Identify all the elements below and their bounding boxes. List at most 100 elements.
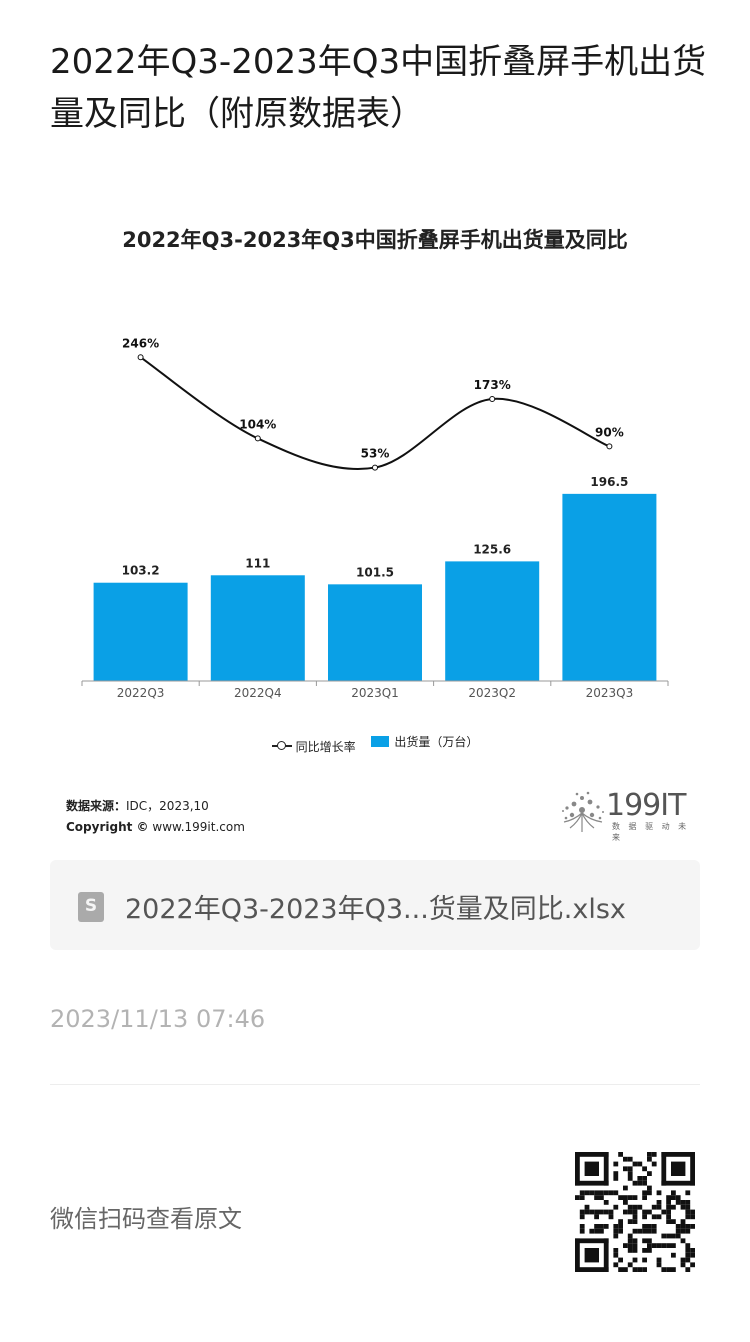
qr-module — [637, 1161, 643, 1167]
qr-module — [642, 1180, 647, 1186]
qr-module — [647, 1224, 652, 1229]
qr-module — [599, 1190, 604, 1196]
qr-module — [579, 1190, 585, 1196]
qr-module — [599, 1224, 604, 1229]
qr-module — [584, 1190, 590, 1196]
qr-module — [675, 1228, 681, 1234]
qr-module — [627, 1248, 633, 1253]
qr-module — [637, 1176, 643, 1181]
qr-module — [632, 1219, 638, 1224]
qr-module — [623, 1185, 628, 1191]
attachment-file-name: 2022年Q3-2023年Q3...货量及同比.xlsx — [125, 894, 626, 925]
qr-module — [685, 1209, 691, 1215]
qr-module — [603, 1190, 609, 1196]
logo-tagline: 数 据 驱 动 未 来 — [612, 822, 690, 842]
qr-module — [666, 1214, 671, 1220]
qr-module — [594, 1228, 599, 1234]
qr-module — [627, 1262, 633, 1268]
qr-module — [623, 1195, 628, 1200]
qr-module — [618, 1228, 623, 1234]
qr-module — [656, 1257, 662, 1263]
qr-module — [623, 1166, 628, 1172]
source-label: 数据来源： — [66, 799, 127, 813]
chart: 103.2 111 101.5 125.6 196.5 2022Q3 2022Q4 2023Q… — [81, 336, 669, 700]
qr-module — [642, 1267, 647, 1272]
qr-finder — [584, 1248, 599, 1263]
qr-module — [618, 1257, 623, 1263]
qr-module — [579, 1228, 585, 1234]
qr-module — [637, 1228, 643, 1234]
data-source: 数据来源：IDC，2023,10 Copyright © www.199it.c… — [66, 796, 245, 838]
growth-rate-label: 246% — [122, 336, 159, 350]
qr-finder — [603, 1152, 609, 1186]
qr-module — [594, 1224, 599, 1229]
qr-module — [637, 1267, 643, 1272]
qr-module — [690, 1262, 695, 1268]
bar-2022Q4 — [210, 575, 305, 681]
qr-module — [584, 1204, 590, 1210]
qr-module — [579, 1195, 585, 1200]
bar-2023Q2 — [445, 561, 540, 681]
qr-module — [589, 1209, 595, 1215]
qr-module — [603, 1224, 609, 1229]
qr-module — [647, 1171, 652, 1176]
qr-module — [599, 1195, 604, 1200]
growth-rate-point — [254, 435, 261, 442]
qr-module — [627, 1204, 633, 1210]
qr-module — [579, 1214, 585, 1220]
qr-module — [661, 1233, 667, 1239]
bar-2023Q1 — [328, 584, 422, 681]
qr-module — [632, 1238, 638, 1244]
chart-legend: 同比增长率 出货量（万台） — [0, 733, 750, 755]
source-text: IDC，2023,10 — [126, 799, 209, 813]
copyright-text: www.199it.com — [152, 820, 245, 834]
qr-module — [690, 1214, 695, 1220]
qr-module — [651, 1214, 657, 1220]
qr-module — [656, 1190, 662, 1196]
qr-module — [608, 1190, 614, 1196]
qr-module — [613, 1233, 619, 1239]
bar-value-label: 111 — [245, 556, 270, 570]
qr-module — [642, 1224, 647, 1229]
qr-module — [632, 1180, 638, 1186]
qr-module — [589, 1190, 595, 1196]
qr-module — [666, 1195, 671, 1200]
qr-module — [675, 1224, 681, 1229]
qr-module — [579, 1209, 585, 1215]
divider — [50, 1084, 700, 1085]
qr-module — [671, 1233, 676, 1239]
qr-module — [666, 1200, 671, 1205]
qr-module — [651, 1228, 657, 1234]
qr-module — [632, 1161, 638, 1167]
qr-module — [637, 1204, 643, 1210]
qr-module — [671, 1267, 676, 1272]
qr-module — [647, 1190, 652, 1196]
qr-module — [613, 1224, 619, 1229]
qr-module — [680, 1200, 686, 1205]
qr-module — [632, 1257, 638, 1263]
qr-module — [632, 1243, 638, 1248]
qr-module — [656, 1214, 662, 1220]
qr-module — [594, 1214, 599, 1220]
qr-module — [632, 1248, 638, 1253]
qr-module — [608, 1209, 614, 1215]
qr-module — [603, 1200, 609, 1205]
qr-module — [685, 1243, 691, 1248]
qr-module — [685, 1248, 691, 1253]
bar-value-label: 101.5 — [356, 565, 394, 579]
attachment-file-card[interactable]: 2022年Q3-2023年Q3...货量及同比.xlsx — [50, 860, 700, 950]
qr-module — [661, 1267, 667, 1272]
qr-module — [647, 1185, 652, 1191]
qr-finder — [575, 1267, 609, 1272]
qr-finder — [661, 1152, 667, 1186]
qr-module — [690, 1248, 695, 1253]
qr-module — [594, 1209, 599, 1215]
qr-finder — [603, 1238, 609, 1272]
qr-module — [627, 1156, 633, 1162]
qr-code[interactable] — [575, 1152, 695, 1272]
x-tick-label: 2023Q3 — [586, 686, 634, 700]
qr-module — [690, 1252, 695, 1258]
qr-module — [680, 1228, 686, 1234]
qr-module — [618, 1152, 623, 1157]
qr-module — [623, 1243, 628, 1248]
